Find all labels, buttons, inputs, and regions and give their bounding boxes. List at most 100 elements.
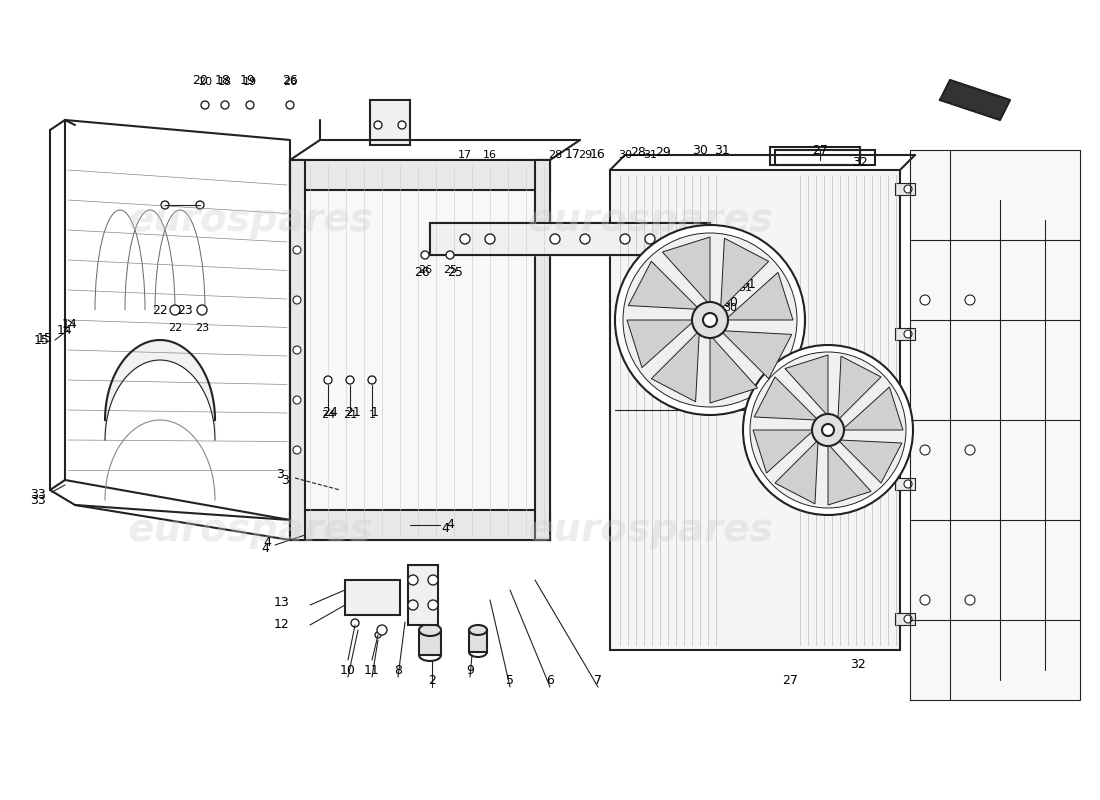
Text: 18: 18 xyxy=(216,74,231,86)
Text: 31: 31 xyxy=(644,150,657,160)
Bar xyxy=(469,630,487,652)
Circle shape xyxy=(286,101,294,109)
Circle shape xyxy=(196,201,204,209)
Bar xyxy=(770,147,860,165)
Circle shape xyxy=(428,600,438,610)
Text: eurospares: eurospares xyxy=(527,511,773,549)
Circle shape xyxy=(703,313,717,327)
Text: 17: 17 xyxy=(458,150,472,160)
Circle shape xyxy=(161,201,169,209)
Bar xyxy=(419,630,441,655)
Polygon shape xyxy=(710,335,758,403)
Text: 23: 23 xyxy=(195,323,209,333)
Text: 15: 15 xyxy=(34,334,50,346)
Text: 20: 20 xyxy=(192,74,208,86)
Circle shape xyxy=(324,376,332,384)
Bar xyxy=(776,150,875,165)
Circle shape xyxy=(170,305,180,315)
Circle shape xyxy=(822,424,834,436)
Circle shape xyxy=(398,121,406,129)
Circle shape xyxy=(904,615,912,623)
Polygon shape xyxy=(910,150,1080,700)
Circle shape xyxy=(755,280,764,290)
Text: 24: 24 xyxy=(321,410,336,420)
Circle shape xyxy=(904,185,912,193)
Text: 7: 7 xyxy=(594,674,602,686)
Text: 2: 2 xyxy=(428,674,436,686)
Circle shape xyxy=(375,632,381,638)
Circle shape xyxy=(346,376,354,384)
Circle shape xyxy=(920,595,929,605)
Circle shape xyxy=(920,295,929,305)
Text: 28: 28 xyxy=(630,146,646,158)
Polygon shape xyxy=(628,262,700,310)
Text: 33: 33 xyxy=(30,494,46,506)
Bar xyxy=(408,565,438,625)
Text: 18: 18 xyxy=(218,77,232,87)
Circle shape xyxy=(293,296,301,304)
Polygon shape xyxy=(430,223,710,255)
Bar xyxy=(895,183,915,195)
Text: 30: 30 xyxy=(723,303,737,313)
Text: 31: 31 xyxy=(738,283,752,293)
Text: 21: 21 xyxy=(343,410,358,420)
Bar xyxy=(610,170,900,650)
Circle shape xyxy=(742,345,913,515)
Polygon shape xyxy=(755,377,818,420)
Text: 16: 16 xyxy=(483,150,497,160)
Text: 32: 32 xyxy=(852,155,868,169)
Text: 3: 3 xyxy=(276,469,284,482)
Text: 22: 22 xyxy=(152,303,168,317)
Circle shape xyxy=(460,234,470,244)
Circle shape xyxy=(446,251,454,259)
Polygon shape xyxy=(828,444,871,505)
Text: 17: 17 xyxy=(565,149,581,162)
Circle shape xyxy=(965,295,975,305)
Polygon shape xyxy=(940,80,1010,120)
Text: 24: 24 xyxy=(322,406,338,418)
Ellipse shape xyxy=(419,624,441,636)
Circle shape xyxy=(293,396,301,404)
Ellipse shape xyxy=(419,649,441,661)
Circle shape xyxy=(615,225,805,415)
Polygon shape xyxy=(776,440,818,504)
Text: 4: 4 xyxy=(441,522,449,534)
Bar xyxy=(290,510,550,540)
Text: 6: 6 xyxy=(546,674,554,686)
Bar xyxy=(290,160,550,540)
Circle shape xyxy=(550,234,560,244)
Bar xyxy=(290,160,305,540)
Polygon shape xyxy=(785,355,828,416)
Circle shape xyxy=(201,101,209,109)
Bar xyxy=(895,613,915,625)
Text: 26: 26 xyxy=(418,265,432,275)
Text: 12: 12 xyxy=(274,618,290,631)
Text: 20: 20 xyxy=(198,77,212,87)
Bar xyxy=(345,580,400,615)
Circle shape xyxy=(368,376,376,384)
Polygon shape xyxy=(720,238,769,310)
Polygon shape xyxy=(651,330,700,402)
Circle shape xyxy=(351,619,359,627)
Polygon shape xyxy=(842,387,903,430)
Text: 15: 15 xyxy=(37,331,53,345)
Circle shape xyxy=(293,246,301,254)
Text: 3: 3 xyxy=(282,474,289,486)
Circle shape xyxy=(580,234,590,244)
Circle shape xyxy=(221,101,229,109)
Ellipse shape xyxy=(469,647,487,657)
Text: 26: 26 xyxy=(282,74,298,86)
Circle shape xyxy=(620,234,630,244)
Circle shape xyxy=(421,251,429,259)
Polygon shape xyxy=(838,440,902,483)
Bar xyxy=(895,478,915,490)
Text: 14: 14 xyxy=(57,323,73,337)
Polygon shape xyxy=(627,320,695,368)
Text: 31: 31 xyxy=(740,278,756,291)
Polygon shape xyxy=(838,356,881,420)
Text: 10: 10 xyxy=(340,663,356,677)
Text: 13: 13 xyxy=(274,595,290,609)
Circle shape xyxy=(246,101,254,109)
Text: 16: 16 xyxy=(590,149,606,162)
Text: 30: 30 xyxy=(692,143,708,157)
